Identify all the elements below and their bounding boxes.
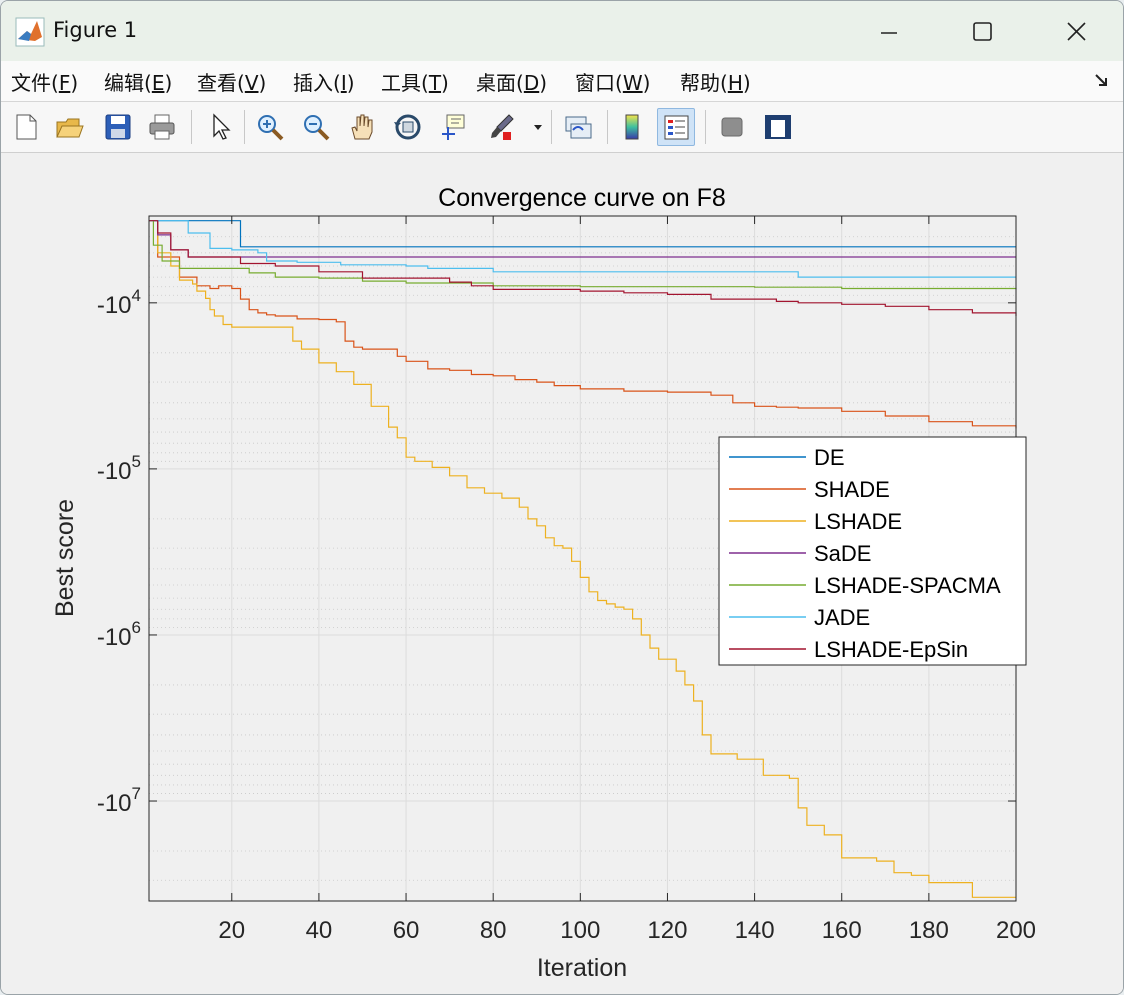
window-title: Figure 1 xyxy=(53,18,138,42)
x-tick-label: 120 xyxy=(647,917,687,944)
hide-plot-tools-button[interactable] xyxy=(713,108,751,146)
menu-bar: 文件(F) 编辑(E) 查看(V) 插入(I) 工具(T) 桌面(D) 窗口(W… xyxy=(1,61,1123,102)
series-line-jade xyxy=(149,220,1016,278)
x-tick-label: 180 xyxy=(909,917,949,944)
x-tick-label: 80 xyxy=(480,917,507,944)
x-tick-label: 20 xyxy=(218,917,245,944)
legend-button[interactable] xyxy=(657,108,695,146)
series-lines xyxy=(149,220,1017,898)
close-icon xyxy=(1067,22,1086,41)
x-axis-label: Iteration xyxy=(537,954,627,982)
convergence-chart[interactable]: -104 -105 -106 -107 20 40 60 80 100 120 140 160 180 2… xyxy=(1,153,1123,994)
save-icon xyxy=(105,114,131,140)
data-cursor-button[interactable] xyxy=(435,108,473,146)
toolbar-separator xyxy=(551,110,552,144)
y-tick-label: -105 xyxy=(97,452,141,485)
pan-hand-icon xyxy=(351,114,373,140)
minimize-icon xyxy=(881,32,897,34)
series-line-de xyxy=(149,220,1016,248)
brush-icon xyxy=(491,114,514,140)
rotate-3d-button[interactable] xyxy=(389,108,427,146)
zoom-in-button[interactable] xyxy=(251,108,289,146)
show-plot-tools-button[interactable] xyxy=(759,108,797,146)
matlab-logo-icon xyxy=(15,17,45,47)
legend-label: LSHADE xyxy=(814,509,902,534)
y-tick-label: -104 xyxy=(97,286,141,319)
open-file-button[interactable] xyxy=(51,108,89,146)
dock-arrow-icon[interactable] xyxy=(1093,71,1111,89)
data-cursor-icon xyxy=(442,114,465,140)
series-line-lshade-epsin xyxy=(149,220,1017,316)
toolbar-separator xyxy=(705,110,706,144)
menu-window[interactable]: 窗口(W) xyxy=(575,71,651,95)
new-figure-icon xyxy=(16,114,37,140)
zoom-out-icon xyxy=(304,115,330,141)
series-line-lshade xyxy=(149,220,1016,898)
toolbar xyxy=(1,102,1123,153)
x-tick-label: 100 xyxy=(560,917,600,944)
menu-edit[interactable]: 编辑(E) xyxy=(104,71,173,95)
menu-tools[interactable]: 工具(T) xyxy=(381,71,449,95)
open-file-icon xyxy=(56,118,84,138)
y-tick-label: -107 xyxy=(97,784,141,817)
title-bar[interactable]: Figure 1 xyxy=(1,1,1123,61)
hide-plot-tools-icon xyxy=(721,117,743,137)
zoom-out-button[interactable] xyxy=(297,108,335,146)
legend-label: LSHADE-SPACMA xyxy=(814,573,1001,598)
x-tick-label: 40 xyxy=(306,917,333,944)
maximize-button[interactable] xyxy=(953,11,1013,53)
maximize-icon xyxy=(973,22,992,41)
series-line-shade xyxy=(149,220,1017,429)
legend-label: SaDE xyxy=(814,541,871,566)
x-tick-label: 200 xyxy=(996,917,1036,944)
legend-label: JADE xyxy=(814,605,870,630)
select-button[interactable] xyxy=(201,108,239,146)
menu-desktop[interactable]: 桌面(D) xyxy=(476,71,548,95)
zoom-in-icon xyxy=(258,115,284,141)
x-tick-label: 140 xyxy=(735,917,775,944)
brush-dropdown-button[interactable] xyxy=(529,108,547,146)
colorbar-button[interactable] xyxy=(613,108,651,146)
series-line-sade xyxy=(149,220,1016,258)
minimize-button[interactable] xyxy=(859,11,919,53)
toolbar-separator xyxy=(607,110,608,144)
y-axis-label: Best score xyxy=(51,499,79,617)
legend[interactable]: DE SHADE LSHADE SaDE LSHADE-SPACMA JADE LSHADE… xyxy=(718,436,1027,666)
legend-label: LSHADE-EpSin xyxy=(814,637,968,662)
legend-label: SHADE xyxy=(814,477,890,502)
link-plot-icon xyxy=(565,116,592,139)
menu-help[interactable]: 帮助(H) xyxy=(680,71,751,95)
figure-canvas: -104 -105 -106 -107 20 40 60 80 100 120 140 160 180 2… xyxy=(1,153,1123,994)
rotate-3d-icon xyxy=(394,114,421,140)
grid-lines xyxy=(149,216,1017,901)
pan-button[interactable] xyxy=(343,108,381,146)
toolbar-separator xyxy=(191,110,192,144)
menu-file[interactable]: 文件(F) xyxy=(11,71,79,95)
series-line-lshade-spacma xyxy=(149,220,1017,290)
link-plot-button[interactable] xyxy=(559,108,597,146)
menu-view[interactable]: 查看(V) xyxy=(197,71,267,95)
print-button[interactable] xyxy=(143,108,181,146)
legend-icon xyxy=(664,115,689,140)
toolbar-separator xyxy=(244,110,245,144)
menu-insert[interactable]: 插入(I) xyxy=(293,71,355,95)
y-tick-label: -106 xyxy=(97,618,141,651)
x-tick-label: 60 xyxy=(393,917,420,944)
save-button[interactable] xyxy=(99,108,137,146)
colorbar-icon xyxy=(625,114,639,140)
show-plot-tools-icon xyxy=(765,115,791,139)
chart-title: Convergence curve on F8 xyxy=(438,184,726,212)
x-tick-label: 160 xyxy=(822,917,862,944)
select-arrow-icon xyxy=(213,113,231,140)
tick-marks: -104 -105 -106 -107 20 40 60 80 100 120 140 160 180 2… xyxy=(97,216,1036,944)
new-figure-button[interactable] xyxy=(7,108,45,146)
brush-dropdown-icon xyxy=(534,125,542,130)
print-icon xyxy=(149,114,175,140)
close-button[interactable] xyxy=(1047,11,1107,53)
brush-button[interactable] xyxy=(483,108,521,146)
legend-box xyxy=(718,436,1027,666)
legend-label: DE xyxy=(814,445,845,470)
